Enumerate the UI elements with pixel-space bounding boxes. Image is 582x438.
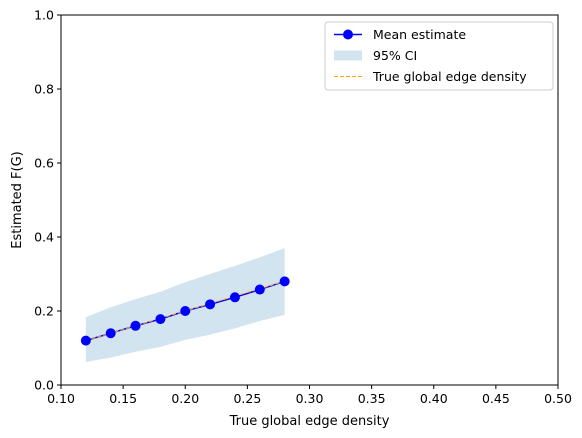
legend-box <box>324 21 554 91</box>
legend-true-label: True global edge density <box>372 69 527 84</box>
x-tick-label: 0.10 <box>47 391 75 406</box>
legend-ci-patch <box>334 50 362 61</box>
x-axis-label: True global edge density <box>229 414 390 429</box>
ci-band-layer <box>85 248 285 363</box>
y-tick-label: 0.6 <box>34 156 54 171</box>
legend-mean-marker <box>343 29 353 40</box>
markers-layer <box>80 276 290 346</box>
mean-estimate-point <box>180 306 191 316</box>
x-tick-label: 0.25 <box>233 391 261 406</box>
mean-estimate-point <box>105 328 116 339</box>
mean-estimate-point <box>279 276 290 287</box>
mean-estimate-point <box>80 335 91 346</box>
x-axis-ticks: 0.10 0.15 0.20 0.25 0.30 0.35 0.40 0.45 0.50 <box>47 385 572 406</box>
x-tick-label: 0.30 <box>296 391 324 406</box>
y-tick-label: 0.0 <box>34 378 54 393</box>
mean-estimate-point <box>205 299 216 310</box>
y-axis-label: Estimated F(G) <box>10 151 25 249</box>
mean-estimate-point <box>130 320 141 331</box>
x-tick-label: 0.40 <box>420 391 448 406</box>
y-axis-ticks: 0.0 0.2 0.4 0.6 0.8 1.0 <box>34 8 61 393</box>
mean-estimate-point <box>254 284 265 295</box>
x-tick-label: 0.50 <box>544 391 572 406</box>
x-tick-label: 0.35 <box>358 391 386 406</box>
y-tick-label: 0.2 <box>34 304 54 319</box>
y-tick-label: 0.8 <box>34 82 54 97</box>
y-tick-label: 0.4 <box>34 230 54 245</box>
mean-estimate-point <box>229 292 240 303</box>
legend: Mean estimate 95% CI True global edge de… <box>324 21 554 91</box>
legend-mean-label: Mean estimate <box>373 27 466 42</box>
y-tick-label: 1.0 <box>34 8 54 23</box>
legend-ci-label: 95% CI <box>373 48 417 63</box>
ci-band <box>85 248 285 363</box>
x-tick-label: 0.45 <box>482 391 510 406</box>
mean-estimate-point <box>155 314 166 325</box>
x-tick-label: 0.15 <box>109 391 137 406</box>
x-tick-label: 0.20 <box>171 391 199 406</box>
